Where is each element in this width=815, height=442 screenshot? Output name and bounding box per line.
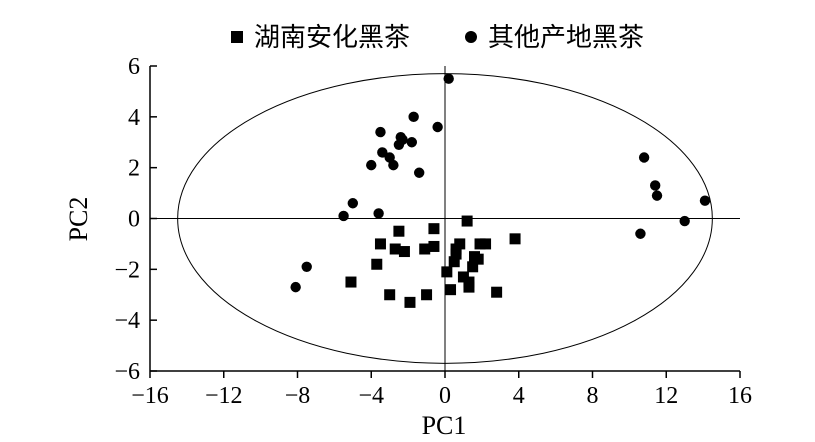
y-tick-label: 0 <box>128 207 140 233</box>
data-point-square <box>450 248 462 260</box>
data-point-circle <box>347 198 359 209</box>
x-tick-label: −8 <box>285 383 311 409</box>
data-point-square <box>398 246 410 258</box>
data-point-circle <box>638 152 650 163</box>
x-tick-label: −4 <box>358 383 384 409</box>
legend-marker-circle <box>465 31 477 43</box>
data-point-square <box>454 238 466 250</box>
x-tick-label: −16 <box>131 383 169 409</box>
x-tick-label: −12 <box>205 383 243 409</box>
x-tick-label: 8 <box>587 383 599 409</box>
legend-label-series-2: 其他产地黑茶 <box>488 23 644 53</box>
x-axis-title: PC1 <box>422 411 467 440</box>
axes: −16 −12 −8 −4 0 4 8 12 16 −6 −4 −2 0 2 4 6 <box>114 54 752 409</box>
data-point-square <box>474 238 486 250</box>
legend-marker-square <box>231 31 243 43</box>
data-point-circle <box>413 167 425 178</box>
data-point-square <box>384 289 396 301</box>
y-tick-label: 2 <box>128 156 140 182</box>
x-tick-label: 12 <box>654 383 678 409</box>
data-point-square <box>374 238 386 250</box>
data-point-circle <box>290 281 301 293</box>
data-point-square <box>445 284 457 296</box>
data-point-square <box>480 238 492 250</box>
x-tick-label: 16 <box>728 383 752 409</box>
legend-label-series-1: 湖南安化黑茶 <box>254 23 410 53</box>
data-point-circle <box>301 261 312 272</box>
data-point-square <box>463 281 475 293</box>
data-point-square <box>448 256 460 268</box>
y-axis-title: PC2 <box>64 197 93 242</box>
data-point-circle <box>408 111 419 123</box>
data-point-square <box>419 243 431 255</box>
data-point-square <box>461 215 473 227</box>
data-point-circle <box>679 215 690 227</box>
y-tick-label: 4 <box>128 105 140 131</box>
data-point-square <box>428 223 440 235</box>
legend: 湖南安化黑茶 其他产地黑茶 <box>231 23 644 53</box>
data-point-circle <box>393 139 405 150</box>
y-tick-label: −6 <box>114 359 140 385</box>
data-point-square <box>509 233 521 245</box>
confidence-ellipse-layer <box>177 73 713 364</box>
data-point-circle <box>377 147 388 158</box>
data-point-square <box>393 225 405 237</box>
data-point-circle <box>375 126 386 138</box>
y-tick-label: −2 <box>114 257 140 283</box>
data-point-square <box>404 296 416 308</box>
data-point-circle <box>649 180 661 191</box>
data-points <box>290 73 711 308</box>
data-point-square <box>371 258 383 270</box>
data-point-circle <box>635 228 646 239</box>
data-point-square <box>389 243 401 255</box>
data-point-square <box>457 271 469 283</box>
data-point-square <box>491 286 503 298</box>
data-point-circle <box>406 137 418 148</box>
data-point-circle <box>699 195 711 206</box>
x-tick-label: 4 <box>513 383 525 409</box>
data-point-circle <box>443 73 454 84</box>
data-point-square <box>441 266 453 278</box>
data-point-circle <box>366 159 377 171</box>
data-point-circle <box>388 159 399 171</box>
y-tick-label: 6 <box>128 54 140 80</box>
data-point-square <box>428 240 440 252</box>
data-point-circle <box>651 190 663 201</box>
y-tick-label: −4 <box>114 308 140 334</box>
data-point-circle <box>432 121 443 133</box>
confidence-ellipse <box>177 73 713 364</box>
data-point-circle <box>373 208 384 219</box>
data-point-square <box>472 253 484 265</box>
data-point-square <box>345 276 357 288</box>
data-point-circle <box>338 210 349 222</box>
data-point-square <box>421 289 433 301</box>
x-tick-label: 0 <box>439 383 451 409</box>
data-point-square <box>467 261 479 273</box>
